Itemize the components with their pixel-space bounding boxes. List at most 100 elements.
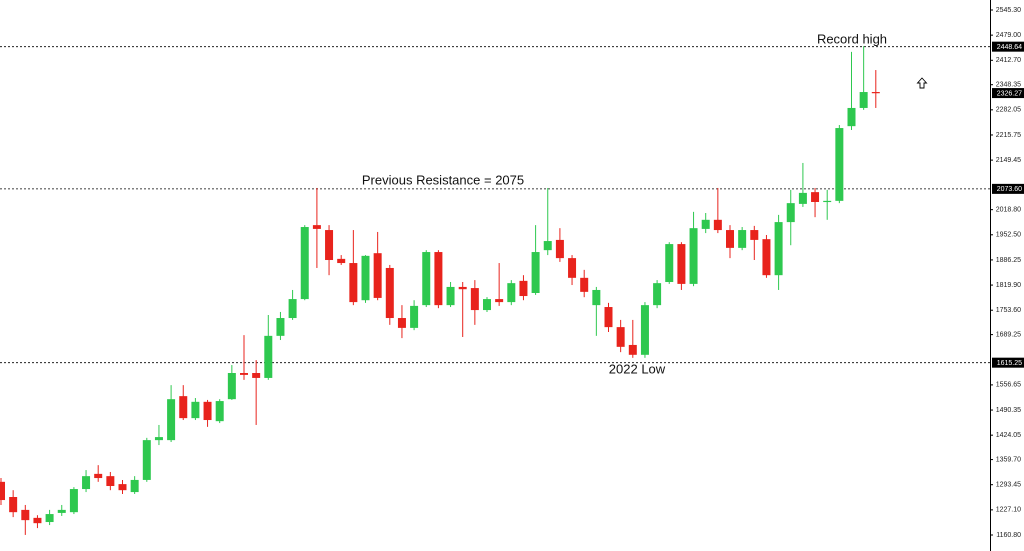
candle-body bbox=[264, 335, 273, 378]
candle-body bbox=[57, 509, 66, 513]
level-label: 2448.64 bbox=[997, 44, 1022, 51]
candle-body bbox=[726, 230, 734, 248]
y-tick-label: 1359.70 bbox=[996, 456, 1021, 463]
candle-body bbox=[798, 192, 807, 204]
candle-body bbox=[847, 107, 856, 127]
candle-body bbox=[21, 509, 30, 521]
candle-body bbox=[397, 318, 406, 328]
candle-body bbox=[142, 440, 151, 480]
candle-body bbox=[811, 192, 820, 202]
level-label: 2073.60 bbox=[997, 186, 1022, 193]
candle-body bbox=[385, 267, 394, 319]
y-tick-label: 1886.25 bbox=[996, 257, 1021, 264]
candle-body bbox=[507, 283, 516, 303]
annotation: 2022 Low bbox=[609, 361, 666, 376]
candle-body bbox=[483, 299, 491, 311]
candle-body bbox=[337, 258, 346, 264]
candle-body bbox=[69, 489, 78, 513]
y-tick-label: 1819.90 bbox=[996, 282, 1021, 289]
candle-body bbox=[203, 401, 212, 421]
candle-body bbox=[640, 305, 649, 355]
candle-body bbox=[300, 227, 309, 300]
candle-body bbox=[373, 253, 382, 298]
candle-body bbox=[871, 92, 880, 94]
y-tick-label: 1753.60 bbox=[996, 307, 1021, 314]
candle-body bbox=[106, 476, 115, 487]
candle-body bbox=[470, 288, 479, 311]
y-tick-label: 2479.00 bbox=[996, 32, 1021, 39]
candle-body bbox=[410, 305, 419, 328]
candle-body bbox=[252, 373, 261, 378]
candle-body bbox=[859, 92, 868, 108]
y-tick-label: 1689.25 bbox=[996, 331, 1021, 338]
y-tick-label: 2412.70 bbox=[996, 57, 1021, 64]
candle-body bbox=[628, 344, 637, 355]
level-label: 1615.25 bbox=[997, 360, 1022, 367]
candle-body bbox=[713, 219, 722, 231]
level-label-box bbox=[992, 41, 1024, 52]
candle-body bbox=[422, 252, 431, 306]
candle-body bbox=[9, 497, 18, 513]
candle-body bbox=[130, 479, 139, 493]
candle-body bbox=[568, 258, 577, 278]
candle-body bbox=[750, 230, 759, 240]
candle-body bbox=[823, 200, 832, 203]
candle-body bbox=[240, 373, 248, 375]
annotation: Previous Resistance = 2075 bbox=[362, 172, 524, 187]
arrow-icon bbox=[916, 77, 928, 89]
candle-body bbox=[762, 239, 771, 276]
candle-body bbox=[349, 263, 358, 303]
candle-body bbox=[215, 401, 224, 422]
candle-body bbox=[774, 222, 783, 276]
candle-body bbox=[531, 252, 540, 293]
candle-body bbox=[689, 228, 698, 284]
level-label-box bbox=[992, 183, 1024, 194]
candle-body bbox=[653, 283, 662, 306]
candle-body bbox=[555, 239, 564, 259]
candle-body bbox=[434, 252, 443, 306]
candle-body bbox=[288, 299, 297, 319]
candle-body bbox=[458, 286, 467, 290]
candle-body bbox=[167, 399, 176, 441]
candle-body bbox=[45, 514, 54, 523]
candle-body bbox=[312, 225, 321, 229]
candle-body bbox=[616, 327, 625, 347]
y-tick-label: 2545.30 bbox=[996, 7, 1021, 14]
y-tick-label: 2282.05 bbox=[996, 107, 1021, 114]
y-tick-label: 1556.65 bbox=[996, 382, 1021, 389]
candle-body bbox=[592, 289, 601, 306]
candle-body bbox=[325, 230, 334, 261]
candle-body bbox=[738, 230, 747, 248]
last-price-box bbox=[992, 88, 1024, 99]
candle-body bbox=[701, 219, 710, 229]
last-price-label: 2326.27 bbox=[997, 90, 1022, 97]
candle-body bbox=[33, 517, 42, 524]
candle-body bbox=[361, 255, 370, 301]
candle-body bbox=[519, 280, 528, 297]
y-tick-label: 1227.10 bbox=[996, 507, 1021, 514]
candle-body bbox=[446, 286, 455, 306]
y-tick-label: 1160.80 bbox=[996, 532, 1021, 539]
candle-body bbox=[154, 437, 163, 441]
candle-body bbox=[179, 396, 188, 419]
y-tick-label: 1293.45 bbox=[996, 482, 1021, 489]
y-tick-label: 1490.35 bbox=[996, 407, 1021, 414]
candle-body bbox=[580, 277, 589, 292]
candle-body bbox=[118, 484, 127, 491]
candle-body bbox=[94, 473, 103, 479]
candle-body bbox=[0, 481, 5, 501]
y-tick-label: 2018.80 bbox=[996, 206, 1021, 213]
candle-body bbox=[495, 299, 504, 303]
annotation: Record high bbox=[817, 31, 887, 46]
candle-body bbox=[543, 241, 552, 251]
candle-body bbox=[604, 307, 613, 328]
y-tick-label: 1952.50 bbox=[996, 232, 1021, 239]
candle-body bbox=[191, 401, 200, 419]
candle-body bbox=[665, 244, 674, 283]
candle-body bbox=[276, 318, 285, 336]
y-tick-label: 1424.05 bbox=[996, 432, 1021, 439]
y-tick-label: 2348.35 bbox=[996, 82, 1021, 89]
candle-body bbox=[227, 373, 236, 400]
candle-body bbox=[82, 476, 91, 490]
